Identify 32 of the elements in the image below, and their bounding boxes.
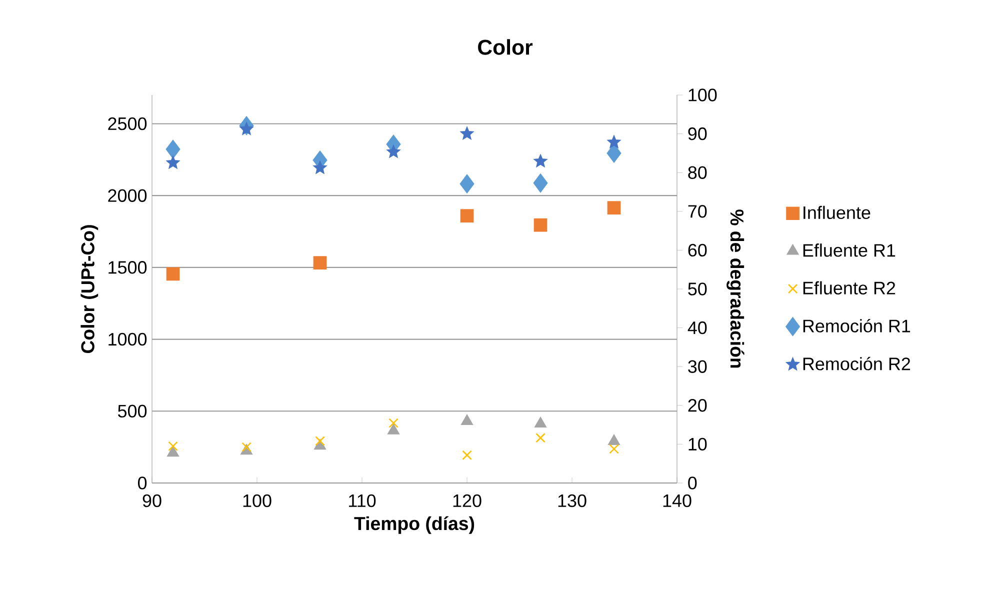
x-tick-label: 100: [243, 494, 272, 508]
y-tick-label: 500: [118, 404, 147, 418]
y2-tick-label: 0: [688, 476, 697, 490]
y-tick-label: 1500: [108, 261, 147, 274]
legend-label: Remoción R2: [803, 356, 910, 370]
x-tick-label: 90: [142, 494, 162, 508]
x-tick-label: 140: [663, 494, 692, 508]
y2-tick-label: 90: [688, 127, 707, 140]
y2-tick-label: 100: [688, 88, 717, 102]
y2-tick-label: 60: [688, 244, 707, 257]
y2-tick-label: 10: [688, 438, 707, 451]
x-tick-label: 130: [558, 494, 586, 508]
y2-tick-label: 20: [688, 399, 707, 412]
y2-tick-label: 70: [688, 205, 707, 218]
y-axis-title: Color (UPt-Co): [80, 225, 98, 354]
y2-tick-label: 30: [688, 360, 707, 373]
legend-label: Efluente R1: [803, 244, 896, 257]
x-tick-label: 120: [453, 494, 482, 508]
y-tick-label: 1000: [108, 332, 147, 346]
chart-title: Color: [478, 39, 533, 55]
y2-tick-label: 40: [688, 321, 707, 334]
y-tick-label: 2500: [108, 117, 147, 130]
y-tick-label: 0: [138, 476, 147, 490]
legend-label: Influente: [804, 206, 870, 220]
y2-axis-title: % de degradación: [726, 210, 744, 368]
legend-label: Efluente R2: [803, 281, 896, 294]
y2-tick-label: 50: [688, 282, 707, 296]
y-tick-label: 2000: [108, 189, 147, 202]
legend-label: Remoción R1: [803, 318, 910, 332]
x-tick-label: 110: [349, 494, 376, 508]
y2-tick-label: 80: [688, 166, 707, 179]
x-axis-title: Tiempo (días): [354, 516, 474, 534]
